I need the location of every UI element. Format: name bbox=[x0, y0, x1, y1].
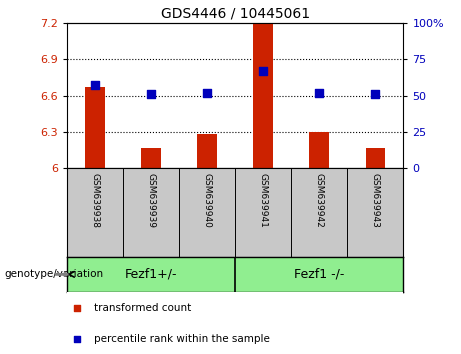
Point bbox=[203, 90, 211, 96]
Point bbox=[260, 68, 267, 74]
Text: GSM639940: GSM639940 bbox=[202, 172, 212, 228]
Title: GDS4446 / 10445061: GDS4446 / 10445061 bbox=[160, 6, 310, 21]
Bar bbox=[141, 148, 161, 168]
Text: percentile rank within the sample: percentile rank within the sample bbox=[94, 333, 270, 343]
Point bbox=[73, 305, 81, 310]
Point bbox=[73, 336, 81, 341]
Point bbox=[147, 91, 154, 97]
Text: GSM639941: GSM639941 bbox=[259, 172, 268, 228]
Bar bbox=[254, 24, 273, 168]
Text: transformed count: transformed count bbox=[94, 303, 191, 313]
Text: Fezf1+/-: Fezf1+/- bbox=[125, 268, 177, 281]
Point bbox=[372, 91, 379, 97]
Text: genotype/variation: genotype/variation bbox=[5, 269, 104, 279]
Bar bbox=[309, 132, 329, 168]
Point bbox=[91, 82, 99, 88]
Text: GSM639942: GSM639942 bbox=[315, 172, 324, 227]
Point bbox=[315, 90, 323, 96]
Text: Fezf1 -/-: Fezf1 -/- bbox=[294, 268, 344, 281]
Text: GSM639943: GSM639943 bbox=[371, 172, 380, 228]
Text: GSM639939: GSM639939 bbox=[147, 172, 155, 228]
Bar bbox=[197, 134, 217, 168]
Text: GSM639938: GSM639938 bbox=[90, 172, 100, 228]
Bar bbox=[85, 87, 105, 168]
Bar bbox=[366, 148, 385, 168]
